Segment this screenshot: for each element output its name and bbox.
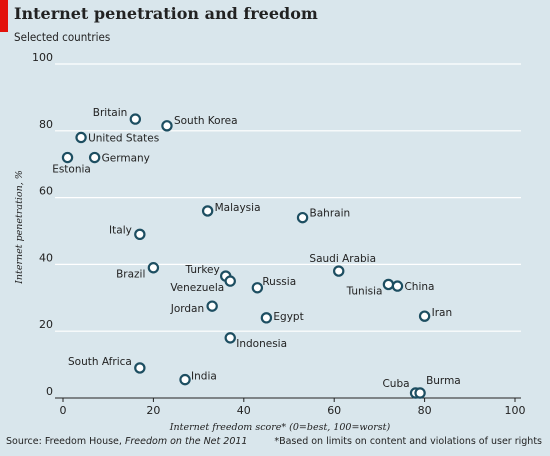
data-point	[88, 151, 101, 164]
point-label: Britain	[93, 107, 128, 119]
data-point	[134, 362, 146, 374]
point-label: United States	[88, 132, 159, 144]
point-label: Venezuela	[170, 282, 224, 294]
data-point	[418, 310, 431, 322]
point-label: Iran	[432, 307, 453, 319]
source-prefix: Source: Freedom House,	[6, 436, 125, 447]
data-point	[224, 275, 236, 287]
point-label: Germany	[102, 153, 150, 165]
data-point	[391, 280, 404, 292]
point-label: Jordan	[170, 303, 204, 315]
data-point	[134, 228, 146, 241]
source-publication: Freedom on the Net 2011	[124, 436, 248, 447]
data-point	[296, 211, 309, 224]
point-label: Turkey	[185, 264, 220, 276]
chart-subtitle: Selected countries	[14, 30, 111, 44]
point-label: Bahrain	[310, 208, 351, 220]
data-point	[382, 278, 395, 291]
point-label: India	[191, 371, 217, 383]
data-point	[333, 265, 345, 277]
point-label: Indonesia	[236, 338, 287, 350]
data-point	[179, 373, 191, 386]
point-label: Burma	[426, 375, 461, 387]
data-point	[206, 300, 218, 312]
data-point	[147, 262, 160, 274]
x-tick-label: 100	[505, 404, 526, 417]
point-label: Tunisia	[346, 285, 383, 297]
y-tick-label: 100	[32, 51, 53, 64]
point-label: Italy	[109, 224, 132, 236]
point-label: Cuba	[382, 378, 409, 390]
point-label: South Africa	[68, 356, 132, 368]
chart-title: Internet penetration and freedom	[14, 4, 318, 23]
point-label: South Korea	[174, 115, 238, 127]
x-tick-label: 40	[237, 404, 251, 417]
x-axis-label: Internet freedom score* (0=best, 100=wor…	[169, 422, 391, 433]
data-point	[224, 332, 236, 344]
point-label: Egypt	[273, 311, 303, 323]
data-point	[260, 312, 273, 324]
x-tick-label: 80	[418, 404, 432, 417]
y-tick-label: 20	[39, 318, 53, 331]
x-tick-label: 60	[327, 404, 341, 417]
y-tick-label: 40	[39, 251, 53, 264]
data-point	[61, 151, 74, 164]
data-point	[161, 120, 173, 132]
x-tick-label: 20	[146, 404, 160, 417]
footnote: *Based on limits on content and violatio…	[274, 436, 542, 447]
y-tick-label: 80	[39, 118, 53, 131]
y-axis-label: Internet penetration, %	[14, 170, 25, 285]
data-point	[201, 205, 214, 217]
point-label: Brazil	[116, 269, 145, 281]
data-point	[75, 131, 87, 144]
source-note: Source: Freedom House, Freedom on the Ne…	[6, 436, 247, 447]
brand-accent-bar	[0, 0, 8, 32]
y-tick-label: 60	[39, 185, 53, 198]
point-label: China	[404, 281, 434, 293]
point-label: Malaysia	[215, 202, 261, 214]
point-label: Estonia	[52, 164, 91, 176]
point-label: Saudi Arabia	[309, 253, 376, 265]
data-point	[251, 282, 264, 294]
data-point	[129, 113, 142, 125]
x-tick-label: 0	[60, 404, 67, 417]
y-tick-label: 0	[46, 385, 53, 398]
data-point	[414, 387, 426, 399]
point-label: Russia	[262, 276, 296, 288]
